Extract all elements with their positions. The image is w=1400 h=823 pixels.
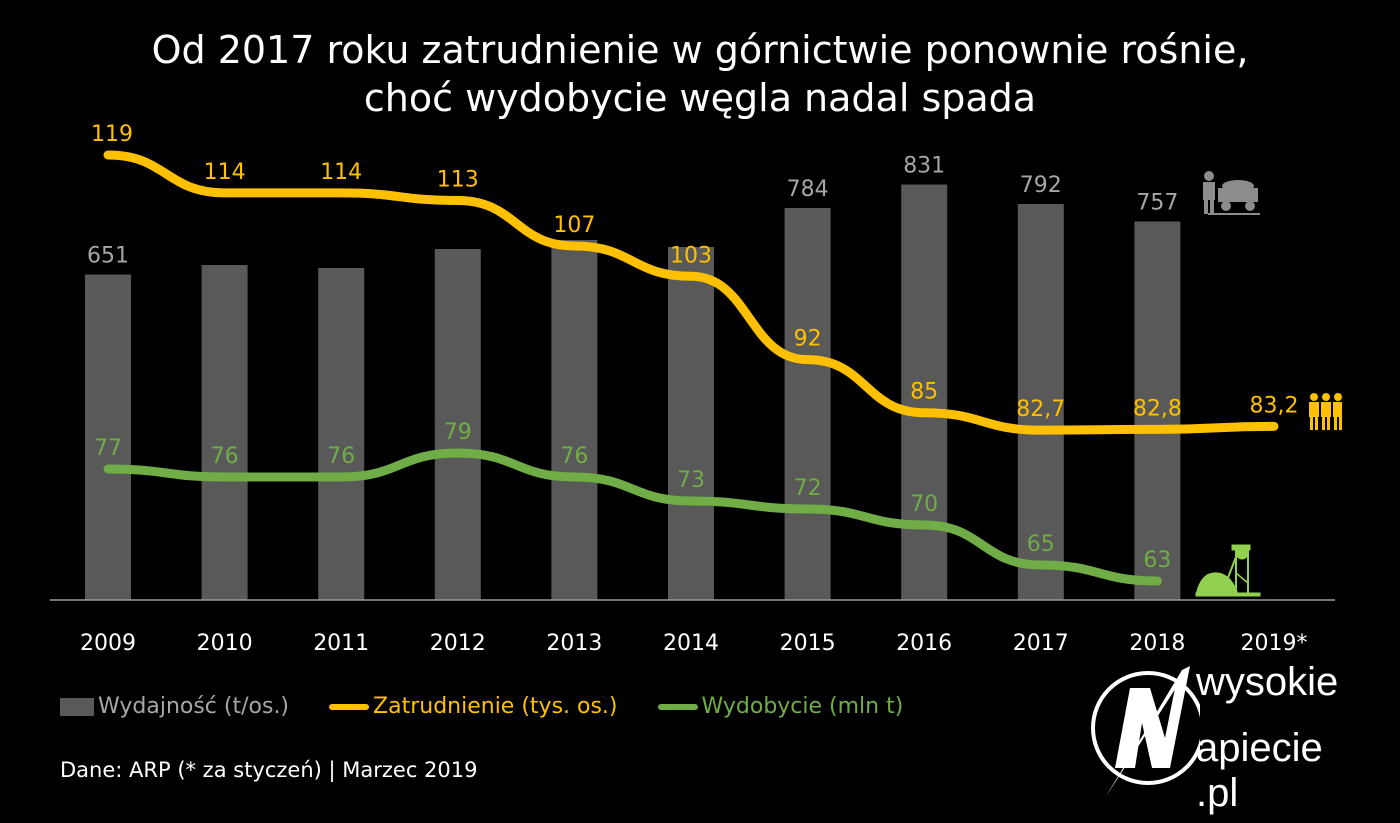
production-line-label: 76 xyxy=(560,444,588,469)
bar-label: 757 xyxy=(1136,191,1178,216)
production-line-label: 73 xyxy=(677,468,705,493)
title-line-1: Od 2017 roku zatrudnienie w górnictwie p… xyxy=(151,28,1249,72)
bar-2018 xyxy=(1134,221,1181,600)
x-tick-label: 2017 xyxy=(1013,631,1069,656)
logo-text-2: apiecie .pl xyxy=(1196,726,1323,815)
employment-line-label: 103 xyxy=(670,243,712,268)
employment-line-label: 82,8 xyxy=(1133,396,1182,421)
employment-line-label: 113 xyxy=(437,167,479,192)
legend-swatch xyxy=(657,703,698,710)
employment-line-label: 82,7 xyxy=(1016,397,1065,422)
employment-line-label: 119 xyxy=(91,122,133,147)
bar-2016 xyxy=(901,184,948,600)
production-line-label: 65 xyxy=(1027,532,1055,557)
legend-item-employment: Zatrudnienie (tys. os.) xyxy=(329,694,618,719)
bar-label: 792 xyxy=(1020,173,1062,198)
logo: wysokie apiecie .pl xyxy=(1090,658,1370,815)
bar-2009 xyxy=(85,274,131,600)
x-tick-label: 2012 xyxy=(430,631,486,656)
x-tick-label: 2013 xyxy=(546,631,602,656)
legend-item-bar: Wydajność (t/os.) xyxy=(60,694,289,719)
bar-label: 784 xyxy=(787,177,829,202)
x-tick-label: 2018 xyxy=(1129,631,1185,656)
people-icon xyxy=(1309,393,1342,430)
production-line-label: 77 xyxy=(94,436,122,461)
source-note: Dane: ARP (* za styczeń) | Marzec 2019 xyxy=(60,758,478,782)
employment-line-label: 83,2 xyxy=(1250,393,1299,418)
x-tick-label: 2015 xyxy=(780,631,836,656)
bar-label: 831 xyxy=(903,154,945,179)
production-line-label: 79 xyxy=(444,420,472,445)
x-tick-label: 2010 xyxy=(197,631,253,656)
legend-swatch xyxy=(60,697,94,716)
production-line-label: 72 xyxy=(794,476,822,501)
legend-label: Zatrudnienie (tys. os.) xyxy=(373,694,618,719)
production-line-label: 76 xyxy=(327,444,355,469)
employment-line-label: 107 xyxy=(553,213,595,238)
x-tick-label: 2016 xyxy=(896,631,952,656)
employment-line-label: 114 xyxy=(204,160,246,185)
bar-2014 xyxy=(668,247,714,600)
employment-line-label: 114 xyxy=(320,160,362,185)
employment-line-label: 92 xyxy=(794,327,822,352)
employment-line-label: 85 xyxy=(910,380,938,405)
chart-title: Od 2017 roku zatrudnienie w górnictwie p… xyxy=(0,26,1400,122)
legend-item-production: Wydobycie (mln t) xyxy=(657,694,904,719)
x-tick-label: 2014 xyxy=(663,631,719,656)
legend-label: Wydajność (t/os.) xyxy=(98,694,290,719)
production-line xyxy=(103,448,1162,586)
production-line-label: 76 xyxy=(211,444,239,469)
production-line-label: 63 xyxy=(1143,548,1171,573)
bar-2011 xyxy=(318,268,365,600)
bar-label: 651 xyxy=(87,244,129,269)
bar-2015 xyxy=(784,208,831,600)
x-tick-label: 2011 xyxy=(313,631,369,656)
logo-text-1: wysokie xyxy=(1196,660,1339,704)
bar-2013 xyxy=(551,240,598,600)
title-line-2: choć wydobycie węgla nadal spada xyxy=(363,76,1037,120)
bar-2012 xyxy=(434,249,481,600)
miner-cart-icon xyxy=(1203,171,1260,215)
legend-label: Wydobycie (mln t) xyxy=(701,694,904,719)
production-line-label: 70 xyxy=(910,492,938,517)
x-tick-label: 2019* xyxy=(1241,631,1308,656)
logo-n-bolt-icon xyxy=(1091,666,1205,798)
x-tick-label: 2009 xyxy=(80,631,136,656)
bar-2010 xyxy=(201,265,248,600)
legend: Wydajność (t/os.) Zatrudnienie (tys. os.… xyxy=(60,694,943,719)
mine-shaft-icon xyxy=(1195,544,1261,597)
bar-2017 xyxy=(1017,204,1064,600)
legend-swatch xyxy=(329,703,370,710)
